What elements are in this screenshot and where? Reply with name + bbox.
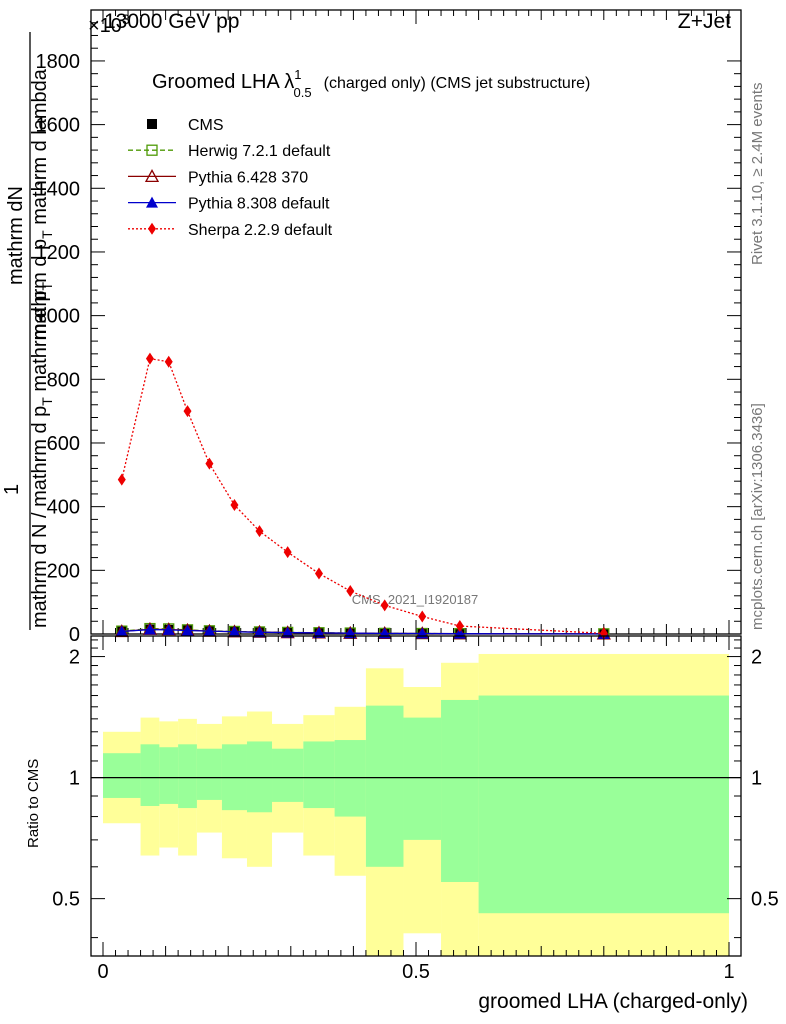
- legend-marker-0: [147, 119, 157, 129]
- series-3-point: [162, 623, 175, 635]
- rivet-label: Rivet 3.1.10, ≥ 2.4M events: [749, 83, 766, 266]
- legend-marker-2: [144, 169, 160, 183]
- series-4-point: [314, 567, 323, 580]
- plot-title: Groomed LHA λ1 0.5(charged only) (CMS jet…: [152, 67, 590, 100]
- x-tick-label: 0: [97, 961, 108, 983]
- ratio-y-tick-label: 2: [69, 647, 80, 669]
- legend-label-0: CMS: [188, 117, 224, 134]
- ratio-x-ticks: 0 0.5 1: [97, 636, 735, 983]
- legend-label-3: Pythia 8.308 default: [188, 196, 330, 213]
- ratio-stat-band-bin: [140, 744, 160, 806]
- series-3-point: [253, 626, 266, 638]
- series-4-point: [283, 546, 292, 559]
- series-4-point: [380, 599, 389, 612]
- ratio-y-tick-label: 0.5: [52, 889, 80, 911]
- series-4-point: [418, 610, 427, 623]
- ratio-y-tick-label-right: 2: [751, 647, 762, 669]
- legend-label-1: Herwig 7.2.1 default: [188, 143, 331, 160]
- ratio-bands: [103, 653, 729, 956]
- series-line-4: [121, 357, 604, 635]
- ratio-stat-band-bin: [272, 748, 304, 802]
- series-3-point: [228, 625, 241, 637]
- ratio-stat-band-bin: [159, 747, 179, 804]
- ratio-stat-band-bin: [441, 699, 479, 882]
- x-tick-label: 1: [723, 961, 734, 983]
- legend-marker-3: [146, 196, 158, 208]
- main-series-group: [114, 352, 611, 640]
- series-3-point: [281, 626, 294, 638]
- mcplots-label: mcplots.cern.ch [arXiv:1306.3436]: [749, 403, 766, 630]
- ratio-stat-band-bin: [303, 741, 335, 809]
- ratio-y-tick-label-right: 0.5: [751, 889, 779, 911]
- ylabel-num: mathrm dN: [5, 186, 27, 285]
- series-4-point: [255, 525, 264, 538]
- x-axis-label: groomed LHA (charged-only): [478, 990, 748, 1013]
- main-x-ticks: [102, 10, 730, 634]
- series-3-point: [203, 625, 216, 637]
- ylabel-num2: mathrm d pT mathrm d lambda: [29, 68, 55, 340]
- main-y-ticks: 0 200 400 600 800 1000 1200 1400 1600 1800: [36, 9, 741, 646]
- header-left: 13000 GeV pp: [104, 10, 239, 33]
- series-4-point: [205, 457, 214, 470]
- series-4-point: [145, 352, 154, 365]
- main-y-tick-label: 200: [47, 560, 80, 582]
- main-y-tick-label: 0: [69, 624, 80, 646]
- main-y-tick-label: 1200: [36, 242, 81, 264]
- ratio-y-ticks: 0.5 0.5 1 1 2 2: [52, 639, 779, 939]
- ratio-stat-band-bin: [478, 695, 729, 914]
- legend: CMS Herwig 7.2.1 default Pythia 6.428 370 P…: [128, 117, 333, 239]
- main-y-tick-label: 800: [47, 369, 80, 391]
- main-y-tick-label: 400: [47, 497, 80, 519]
- ylabel-den: mathrm d N / mathrm d pT mathrm d pT: [29, 281, 55, 628]
- ratio-stat-band-bin: [178, 744, 197, 809]
- series-4-point: [117, 473, 126, 486]
- series-3-point: [115, 625, 128, 637]
- series-4-point: [346, 585, 355, 598]
- ratio-plot: 0.5 0.51 12 2 0 0.5 1: [52, 635, 779, 983]
- ratio-stat-band-bin: [403, 717, 442, 840]
- series-3-point: [312, 626, 325, 638]
- main-y-tick-label: 1400: [36, 178, 81, 200]
- series-3-point: [181, 624, 194, 636]
- main-y-axis-label: mathrm dN mathrm d pT mathrm d lambda 1 …: [1, 32, 55, 630]
- ylabel-one: 1: [1, 484, 23, 495]
- header-right: Z+Jet: [678, 10, 731, 33]
- ratio-stat-band-bin: [103, 753, 141, 798]
- ratio-stat-band-bin: [246, 741, 273, 813]
- legend-marker-4: [148, 222, 156, 235]
- x-tick-label: 0.5: [402, 961, 430, 983]
- ratio-y-tick-label-right: 1: [751, 768, 762, 790]
- exponent-label: ×103: [88, 11, 130, 37]
- main-y-tick-label: 600: [47, 433, 80, 455]
- main-y-tick-label: 1800: [36, 51, 81, 73]
- legend-label-4: Sherpa 2.2.9 default: [188, 222, 333, 239]
- series-4-point: [455, 620, 464, 633]
- series-4-point: [230, 499, 239, 512]
- ratio-stat-band-bin: [196, 748, 222, 800]
- ratio-stat-band-bin: [334, 740, 366, 817]
- series-4-point: [183, 405, 192, 418]
- ratio-stat-band-bin: [365, 705, 404, 867]
- legend-label-2: Pythia 6.428 370: [188, 169, 308, 186]
- ratio-y-axis-label: Ratio to CMS: [25, 759, 42, 848]
- series-4-point: [164, 355, 173, 368]
- main-y-tick-label: 1000: [36, 306, 81, 328]
- legend-marker-1: [146, 144, 158, 156]
- main-y-tick-label: 1600: [36, 115, 81, 137]
- main-plot-frame: [90, 9, 742, 635]
- ratio-y-tick-label: 1: [69, 768, 80, 790]
- series-3-point: [143, 623, 156, 635]
